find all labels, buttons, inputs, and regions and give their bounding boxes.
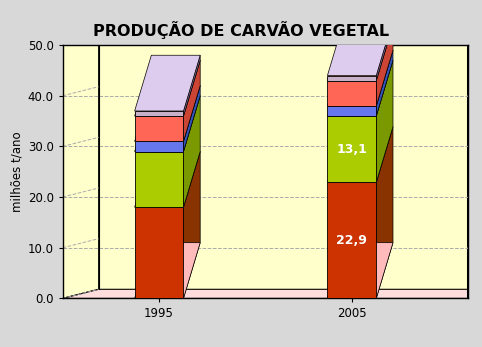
Polygon shape: [327, 81, 376, 106]
Polygon shape: [327, 183, 376, 298]
Polygon shape: [134, 298, 184, 300]
Polygon shape: [134, 86, 200, 141]
Polygon shape: [184, 55, 200, 116]
Polygon shape: [134, 152, 184, 207]
Polygon shape: [134, 96, 200, 152]
Polygon shape: [327, 116, 376, 183]
Polygon shape: [327, 60, 393, 116]
Polygon shape: [134, 60, 200, 116]
Polygon shape: [327, 298, 376, 300]
Polygon shape: [184, 152, 200, 298]
Polygon shape: [376, 60, 393, 183]
Polygon shape: [376, 127, 393, 298]
Polygon shape: [134, 111, 184, 116]
Polygon shape: [327, 25, 393, 81]
Text: 13,1: 13,1: [336, 143, 367, 156]
Polygon shape: [134, 207, 184, 298]
Polygon shape: [134, 152, 200, 207]
Polygon shape: [134, 116, 184, 141]
Polygon shape: [63, 289, 482, 298]
Polygon shape: [327, 127, 393, 183]
Polygon shape: [184, 60, 200, 141]
Polygon shape: [134, 243, 200, 298]
Polygon shape: [468, 36, 482, 298]
Polygon shape: [63, 36, 99, 298]
Polygon shape: [327, 76, 376, 81]
Polygon shape: [134, 141, 184, 152]
Polygon shape: [376, 50, 393, 116]
Polygon shape: [376, 25, 393, 106]
Polygon shape: [327, 243, 393, 298]
Text: PRODUÇÃO DE CARVÃO VEGETAL: PRODUÇÃO DE CARVÃO VEGETAL: [93, 21, 389, 39]
Y-axis label: milhões t/ano: milhões t/ano: [11, 132, 24, 212]
Polygon shape: [184, 86, 200, 152]
Polygon shape: [327, 106, 376, 116]
Polygon shape: [327, 20, 393, 76]
Text: 22,9: 22,9: [336, 234, 367, 247]
Polygon shape: [184, 96, 200, 207]
Polygon shape: [134, 55, 200, 111]
Polygon shape: [376, 20, 393, 81]
Polygon shape: [327, 50, 393, 106]
Polygon shape: [63, 36, 482, 45]
